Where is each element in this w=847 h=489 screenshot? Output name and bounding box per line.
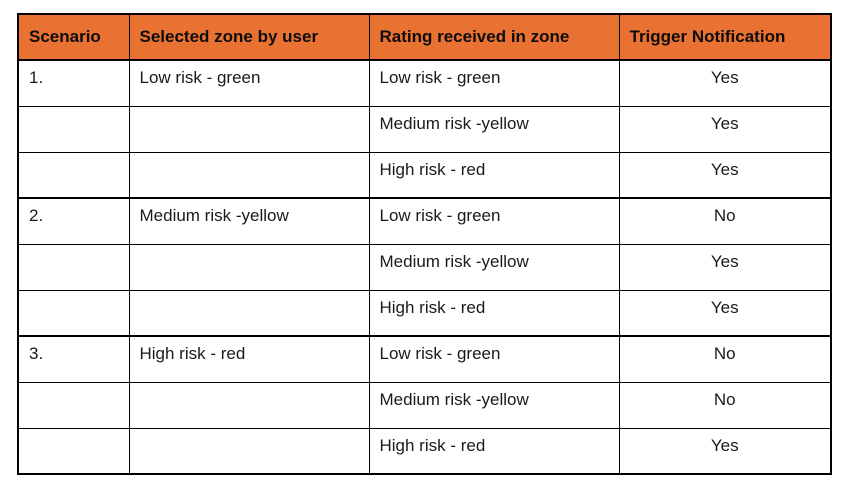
table-row: 2. Medium risk -yellow Low risk - green … [17,197,832,245]
cell-rating-received: Medium risk -yellow [368,105,620,153]
cell-rating-received: Low risk - green [368,59,620,107]
cell-scenario [17,289,130,337]
cell-rating-received: Low risk - green [368,197,620,245]
table-row: 3. High risk - red Low risk - green No [17,335,832,383]
cell-rating-received: High risk - red [368,427,620,475]
cell-scenario [17,427,130,475]
cell-scenario: 3. [17,335,130,383]
cell-scenario [17,243,130,291]
table-row: 1. Low risk - green Low risk - green Yes [17,59,832,107]
cell-selected-zone [128,427,370,475]
cell-selected-zone: Low risk - green [128,59,370,107]
cell-selected-zone: High risk - red [128,335,370,383]
cell-selected-zone: Medium risk -yellow [128,197,370,245]
cell-rating-received: High risk - red [368,289,620,337]
header-selected-zone: Selected zone by user [128,13,370,61]
cell-scenario: 1. [17,59,130,107]
header-trigger-notification: Trigger Notification [618,13,832,61]
cell-trigger-notification: No [618,381,832,429]
cell-scenario [17,151,130,199]
cell-trigger-notification: Yes [618,289,832,337]
table-row: Medium risk -yellow Yes [17,105,832,153]
cell-scenario [17,105,130,153]
header-row: Scenario Selected zone by user Rating re… [17,13,832,61]
cell-selected-zone [128,381,370,429]
table-row: Medium risk -yellow No [17,381,832,429]
cell-rating-received: Low risk - green [368,335,620,383]
cell-scenario: 2. [17,197,130,245]
header-rating-received: Rating received in zone [368,13,620,61]
cell-trigger-notification: Yes [618,427,832,475]
scenario-notification-table: Scenario Selected zone by user Rating re… [17,13,832,475]
cell-rating-received: Medium risk -yellow [368,243,620,291]
table-row: High risk - red Yes [17,427,832,475]
cell-trigger-notification: No [618,197,832,245]
cell-trigger-notification: No [618,335,832,383]
cell-selected-zone [128,243,370,291]
cell-scenario [17,381,130,429]
header-scenario: Scenario [17,13,130,61]
cell-trigger-notification: Yes [618,105,832,153]
cell-selected-zone [128,105,370,153]
table-row: Medium risk -yellow Yes [17,243,832,291]
cell-selected-zone [128,151,370,199]
cell-trigger-notification: Yes [618,151,832,199]
cell-rating-received: High risk - red [368,151,620,199]
scenario-table-container: Scenario Selected zone by user Rating re… [17,13,832,475]
table-body: 1. Low risk - green Low risk - green Yes… [17,59,832,475]
cell-rating-received: Medium risk -yellow [368,381,620,429]
table-row: High risk - red Yes [17,151,832,199]
table-row: High risk - red Yes [17,289,832,337]
cell-selected-zone [128,289,370,337]
cell-trigger-notification: Yes [618,59,832,107]
cell-trigger-notification: Yes [618,243,832,291]
